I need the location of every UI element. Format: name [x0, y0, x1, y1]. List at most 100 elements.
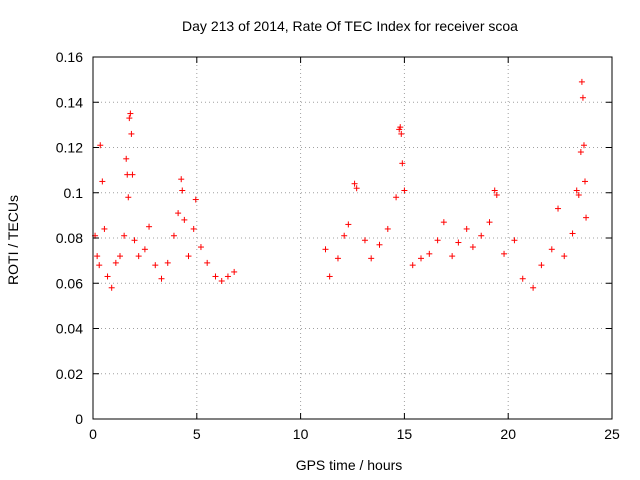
data-point [231, 268, 238, 275]
data-point [393, 194, 400, 201]
data-point [185, 253, 192, 260]
data-point [131, 237, 138, 244]
y-tick-label: 0 [75, 411, 83, 427]
data-point [426, 250, 433, 257]
y-tick-label: 0.1 [64, 185, 84, 201]
data-point [190, 225, 197, 232]
data-point [125, 194, 132, 201]
data-point [401, 187, 408, 194]
data-point [463, 225, 470, 232]
data-point [577, 149, 584, 156]
data-point [440, 219, 447, 226]
x-tick-label: 0 [89, 426, 97, 442]
data-point [399, 160, 406, 167]
data-point [555, 205, 562, 212]
data-point [104, 273, 111, 280]
data-point [469, 244, 476, 251]
x-axis-label: GPS time / hours [296, 457, 403, 473]
data-point [434, 237, 441, 244]
data-point [108, 284, 115, 291]
data-point [204, 259, 211, 266]
data-point [135, 253, 142, 260]
data-point [141, 246, 148, 253]
data-point [569, 230, 576, 237]
data-point [493, 192, 500, 199]
data-point [455, 239, 462, 246]
data-point [126, 115, 133, 122]
data-point [127, 110, 134, 117]
data-point [170, 232, 177, 239]
data-point [579, 94, 586, 101]
data-point [580, 142, 587, 149]
data-point [376, 241, 383, 248]
data-point [123, 155, 130, 162]
y-tick-label: 0.12 [56, 140, 83, 156]
data-point [212, 273, 219, 280]
data-point [491, 187, 498, 194]
y-tick-label: 0.06 [56, 275, 83, 291]
data-point [146, 223, 153, 230]
data-point [398, 130, 405, 137]
data-point [197, 244, 204, 251]
data-point [175, 210, 182, 217]
data-points [92, 78, 590, 291]
data-point [583, 214, 590, 221]
data-point [548, 246, 555, 253]
y-tick-label: 0.02 [56, 366, 83, 382]
x-tick-label: 25 [604, 426, 620, 442]
plot-frame [92, 56, 613, 420]
data-point [124, 171, 131, 178]
x-tick-labels: 0 5 10 15 20 25 [89, 426, 620, 442]
data-point [97, 142, 104, 149]
data-point [99, 178, 106, 185]
data-point [530, 284, 537, 291]
data-point [519, 275, 526, 282]
data-point [351, 180, 358, 187]
data-point [397, 124, 404, 131]
x-tick-label: 15 [397, 426, 413, 442]
data-point [94, 253, 101, 260]
data-point [501, 250, 508, 257]
data-point [361, 237, 368, 244]
data-point [224, 273, 231, 280]
data-point [368, 255, 375, 262]
data-point [112, 259, 119, 266]
grid [93, 57, 612, 419]
data-point [449, 253, 456, 260]
data-point [409, 262, 416, 269]
data-point [218, 277, 225, 284]
x-tick-label: 10 [293, 426, 309, 442]
data-point [345, 221, 352, 228]
data-point [334, 255, 341, 262]
data-point [511, 237, 518, 244]
data-point [341, 232, 348, 239]
y-tick-label: 0.16 [56, 49, 83, 65]
data-point [121, 232, 128, 239]
data-point [179, 187, 186, 194]
chart-title: Day 213 of 2014, Rate Of TEC Index for r… [182, 18, 518, 34]
data-point [418, 255, 425, 262]
y-tick-label: 0.08 [56, 230, 83, 246]
y-tick-label: 0.14 [56, 94, 83, 110]
data-point [573, 187, 580, 194]
data-point [192, 196, 199, 203]
data-point [486, 219, 493, 226]
data-point [478, 232, 485, 239]
data-point [152, 262, 159, 269]
data-point [575, 192, 582, 199]
y-tick-labels: 0 0.02 0.04 0.06 0.08 0.1 0.12 0.14 0.16 [56, 49, 83, 427]
x-tick-label: 20 [500, 426, 516, 442]
data-point [164, 259, 171, 266]
y-tick-label: 0.04 [56, 321, 83, 337]
data-point [181, 216, 188, 223]
data-point [326, 273, 333, 280]
data-point [582, 178, 589, 185]
data-point [129, 171, 136, 178]
data-point [384, 225, 391, 232]
data-point [578, 78, 585, 85]
x-tick-label: 5 [193, 426, 201, 442]
data-point [158, 275, 165, 282]
data-point [538, 262, 545, 269]
